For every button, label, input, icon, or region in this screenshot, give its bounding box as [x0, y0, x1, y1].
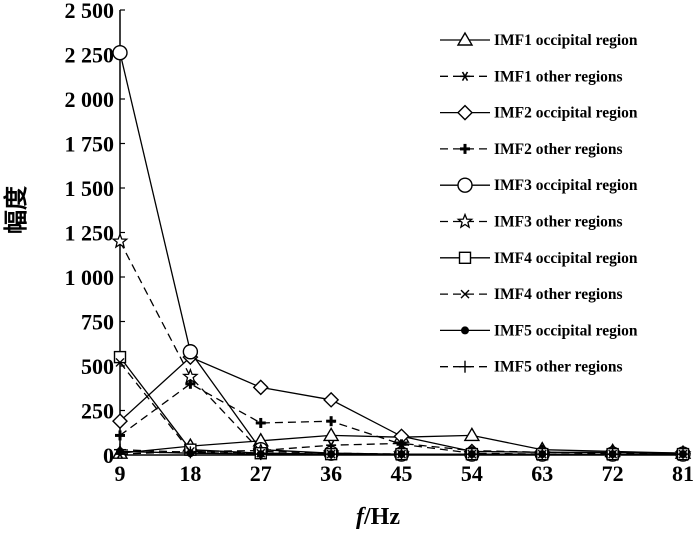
legend-item: IMF2 other regions: [440, 141, 623, 158]
marker-circle: [457, 177, 473, 193]
series-6: [111, 232, 692, 462]
y-tick-label: 1 750: [65, 132, 115, 157]
axes: 0 250 500 750 1 000 1 250 1 500 1 750 2 000 2 250…: [65, 0, 695, 486]
y-tick-label: 1 000: [65, 265, 115, 290]
x-axis-label-italic: f: [356, 504, 366, 530]
legend-label: IMF1 occipital region: [494, 32, 638, 49]
x-tick-label: 54: [461, 461, 483, 486]
legend-item: IMF5 other regions: [440, 359, 623, 376]
marker-triangle: [463, 427, 481, 442]
series-line: [119, 241, 683, 455]
legend-item: IMF4 other regions: [440, 286, 623, 303]
legend-label: IMF1 other regions: [494, 68, 623, 85]
marker-diamond: [112, 413, 128, 430]
marker-star: [456, 212, 474, 229]
legend-item: IMF3 occipital region: [440, 177, 638, 194]
marker-square: [113, 350, 127, 364]
legend-item: IMF3 other regions: [440, 212, 623, 231]
y-tick-label: 500: [81, 354, 114, 379]
legend-label: IMF5 occipital region: [494, 322, 638, 339]
marker-square: [458, 251, 472, 265]
marker-plus: [325, 448, 338, 461]
marker-diamond: [252, 379, 269, 396]
legend-label: IMF2 other regions: [494, 141, 623, 158]
x-axis-label-unit: /Hz: [363, 504, 400, 530]
y-tick-label: 0: [103, 443, 114, 468]
x-tick-label: 18: [179, 461, 201, 486]
marker-star: [181, 367, 199, 384]
marker-cross-bold: [326, 416, 337, 427]
marker-triangle: [456, 31, 474, 46]
x-tick-label: 72: [602, 461, 624, 486]
series-line: [119, 449, 683, 455]
marker-plus: [184, 446, 197, 459]
legend-item: IMF1 other regions: [440, 68, 623, 85]
legend-item: IMF4 occipital region: [440, 250, 638, 267]
plot-area: [111, 45, 692, 462]
marker-plus: [114, 443, 126, 456]
marker-plus: [459, 360, 471, 373]
y-tick-label: 250: [81, 399, 114, 424]
marker-cross-bold: [115, 430, 125, 441]
y-tick-label: 750: [81, 310, 114, 335]
marker-plus: [606, 448, 619, 461]
marker-circle: [182, 344, 199, 360]
marker-plus: [536, 448, 549, 461]
x-tick-label: 45: [391, 461, 413, 486]
x-tick-label: 81: [672, 461, 694, 486]
legend-label: IMF3 other regions: [494, 214, 623, 231]
y-tick-label: 2 500: [65, 0, 115, 23]
marker-star: [111, 232, 129, 249]
legend-item: IMF5 occipital region: [440, 322, 638, 339]
marker-triangle: [322, 427, 340, 442]
marker-x: [460, 289, 470, 299]
marker-plus: [254, 448, 267, 461]
marker-plus: [677, 448, 689, 461]
marker-cross-bold: [460, 143, 470, 154]
legend-label: IMF4 other regions: [494, 286, 623, 303]
marker-plus: [395, 448, 408, 461]
legend: IMF1 occipital region IMF1 other regions I…: [440, 31, 638, 376]
marker-cross-bold: [255, 417, 266, 428]
legend-item: IMF2 occipital region: [440, 105, 638, 122]
legend-label: IMF5 other regions: [494, 359, 623, 376]
marker-dot: [461, 326, 469, 335]
y-tick-label: 1 250: [65, 221, 115, 246]
legend-label: IMF2 occipital region: [494, 105, 638, 122]
x-tick-label: 36: [320, 461, 342, 486]
marker-diamond: [457, 104, 473, 121]
y-tick-label: 2 250: [65, 43, 115, 68]
x-tick-label: 63: [531, 461, 553, 486]
marker-circle: [112, 45, 128, 61]
marker-asterisk: [460, 71, 470, 82]
y-tick-label: 2 000: [65, 87, 115, 112]
marker-plus: [465, 448, 478, 461]
x-tick-label: 27: [250, 461, 272, 486]
y-axis-label: 幅度: [2, 185, 30, 234]
x-tick-label: 9: [115, 461, 126, 486]
legend-label: IMF4 occipital region: [494, 250, 638, 267]
marker-diamond: [323, 391, 340, 408]
marker-x: [115, 357, 125, 367]
legend-label: IMF3 occipital region: [494, 177, 638, 194]
legend-item: IMF1 occipital region: [440, 31, 638, 49]
series-10: [114, 443, 689, 461]
x-axis-label: f/Hz: [356, 504, 400, 530]
y-tick-label: 1 500: [65, 176, 115, 201]
